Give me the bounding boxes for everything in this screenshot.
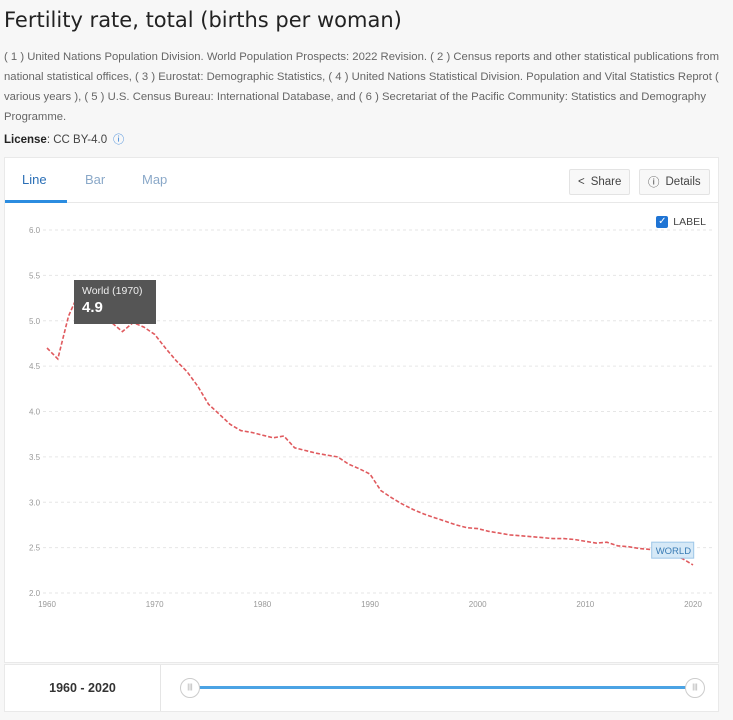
y-tick-label: 2.5 <box>29 544 41 553</box>
tooltip: World (1970) 4.9 <box>74 280 156 324</box>
series-label-world: WORLD <box>656 546 692 557</box>
share-label: Share <box>590 176 622 188</box>
license-value: : CC BY-4.0 <box>46 134 108 146</box>
license: License: CC BY-4.0 ⓘ <box>4 131 124 147</box>
details-label: Details <box>665 176 701 188</box>
range-label: 1960 - 2020 <box>5 665 161 711</box>
info-circle-icon[interactable]: ⓘ <box>113 134 125 146</box>
y-tick-label: 4.0 <box>29 408 41 417</box>
y-tick-label: 3.0 <box>29 498 41 507</box>
label-toggle-text: LABEL <box>673 216 706 228</box>
line-chart: 2.0 2.5 3.0 3.5 4.0 4.5 5.0 5.5 6.0 1960 1970 1980 1… <box>29 226 713 609</box>
y-tick-label: 5.0 <box>29 317 41 326</box>
tooltip-title: World (1970) <box>82 285 143 297</box>
x-tick-label: 2020 <box>684 600 702 609</box>
y-tick-label: 5.5 <box>29 271 41 280</box>
series-line-world <box>46 290 694 566</box>
y-tick-label: 2.0 <box>29 589 41 598</box>
x-tick-label: 1960 <box>38 600 56 609</box>
chart-card: Line Bar Map < Share ⓘ Details ✓ LABEL 2.0… <box>4 157 719 663</box>
view-tabs: Line Bar Map < Share ⓘ Details <box>5 158 718 203</box>
page-title: Fertility rate, total (births per woman) <box>4 8 402 32</box>
x-tick-label: 2000 <box>469 600 487 609</box>
range-end-handle[interactable]: ||| <box>685 678 705 698</box>
series-label-box <box>651 541 695 559</box>
tooltip-value: 4.9 <box>82 299 103 316</box>
x-tick-label: 1970 <box>146 600 164 609</box>
info-icon: ⓘ <box>648 177 660 189</box>
tab-bar[interactable]: Bar <box>85 172 106 187</box>
x-tick-label: 1980 <box>253 600 271 609</box>
y-tick-label: 6.0 <box>29 226 41 235</box>
source-notes: ( 1 ) United Nations Population Division… <box>4 51 719 123</box>
share-icon: < <box>578 176 585 188</box>
tab-map[interactable]: Map <box>142 172 168 187</box>
range-footer: 1960 - 2020 ||| ||| <box>4 664 719 712</box>
range-start-handle[interactable]: ||| <box>180 678 200 698</box>
range-slider-track[interactable] <box>191 686 695 689</box>
license-label: License <box>4 134 47 146</box>
details-button[interactable]: ⓘ Details <box>639 169 710 195</box>
tab-line[interactable]: Line <box>22 172 47 187</box>
x-tick-label: 1990 <box>361 600 379 609</box>
active-tab-indicator <box>5 200 67 203</box>
label-toggle[interactable]: ✓ LABEL <box>656 216 706 228</box>
y-tick-label: 4.5 <box>29 362 41 371</box>
x-tick-label: 2010 <box>576 600 594 609</box>
share-button[interactable]: < Share <box>569 169 631 195</box>
checkbox-checked-icon[interactable]: ✓ <box>656 216 669 228</box>
y-tick-label: 3.5 <box>29 453 41 462</box>
